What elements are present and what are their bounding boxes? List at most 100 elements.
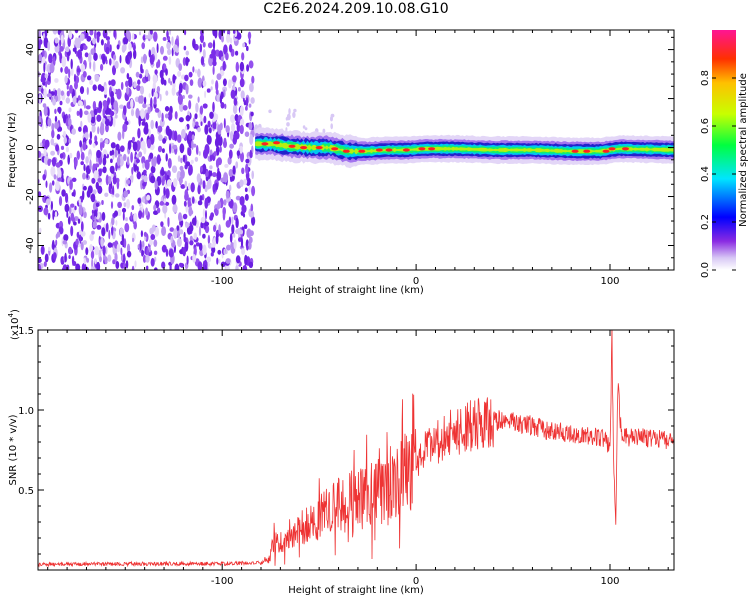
noise-speckle — [102, 140, 105, 148]
noise-speckle — [202, 244, 207, 256]
noise-speckle — [184, 30, 187, 36]
noise-speckle — [165, 90, 169, 96]
noise-speckle — [215, 80, 219, 92]
noise-speckle — [41, 56, 46, 64]
noise-speckle — [232, 202, 238, 213]
noise-speckle — [161, 226, 167, 237]
noise-speckle — [140, 230, 143, 238]
noise-speckle — [212, 65, 215, 76]
noise-speckle — [57, 88, 61, 97]
noise-speckle — [182, 154, 186, 163]
noise-speckle — [178, 117, 184, 123]
noise-speckle — [223, 118, 226, 129]
noise-speckle — [90, 266, 96, 270]
noise-speckle — [74, 157, 78, 168]
noise-speckle — [234, 114, 239, 122]
noise-speckle — [193, 246, 197, 256]
noise-speckle — [133, 49, 137, 60]
noise-speckle — [148, 238, 153, 246]
noise-speckle — [249, 134, 254, 146]
noise-speckle — [61, 56, 67, 68]
noise-speckle — [63, 114, 67, 124]
noise-speckle — [108, 80, 112, 86]
figure-title: C2E6.2024.209.10.08.G10 — [263, 1, 449, 17]
noise-speckle — [191, 196, 195, 204]
snr-x-ticks: -100 0 100 — [47, 330, 669, 587]
noise-speckle — [109, 44, 112, 53]
noise-speckle — [82, 71, 87, 78]
noise-speckle — [125, 80, 129, 88]
noise-speckle — [168, 248, 174, 258]
noise-speckle — [178, 89, 181, 96]
noise-speckle — [76, 68, 82, 73]
noise-speckle — [161, 112, 164, 123]
noise-speckle — [242, 42, 246, 48]
noise-speckle — [195, 242, 200, 247]
noise-speckle — [43, 207, 49, 216]
noise-speckle — [223, 172, 229, 183]
noise-speckle — [233, 239, 237, 250]
noise-speckle — [114, 114, 118, 119]
noise-speckle — [125, 86, 130, 95]
noise-speckle — [123, 238, 127, 249]
noise-speckle — [126, 72, 130, 80]
noise-speckle — [54, 89, 58, 97]
noise-speckle — [145, 112, 150, 121]
noise-speckle — [68, 118, 72, 127]
noise-speckle — [47, 41, 51, 51]
noise-speckle — [145, 35, 150, 40]
noise-speckle — [196, 173, 201, 183]
noise-speckle — [65, 46, 70, 53]
noise-speckle — [192, 38, 196, 49]
noise-speckle — [150, 257, 155, 267]
noise-speckle — [153, 210, 159, 215]
noise-speckle — [146, 247, 149, 258]
noise-speckle — [177, 155, 181, 163]
noise-speckle — [40, 88, 44, 94]
noise-speckle — [99, 124, 105, 136]
noise-speckle — [216, 170, 222, 181]
noise-speckle — [131, 136, 136, 142]
noise-speckle — [216, 257, 219, 265]
noise-speckle — [216, 203, 220, 210]
noise-speckle — [153, 156, 158, 165]
noise-speckle — [99, 256, 102, 263]
snr-x-tick-label: 100 — [600, 576, 619, 587]
noise-speckle — [91, 209, 94, 215]
noise-speckle — [94, 74, 100, 82]
noise-speckle — [105, 174, 110, 186]
noise-speckle — [239, 229, 244, 235]
noise-speckle — [251, 216, 256, 226]
colorbar-tick-label: 0.4 — [700, 166, 711, 182]
noise-speckle — [90, 48, 95, 55]
noise-speckle — [161, 148, 165, 154]
noise-speckle — [223, 44, 228, 55]
noise-speckle — [145, 255, 150, 263]
noise-speckle — [286, 122, 290, 127]
noise-speckle — [230, 114, 236, 123]
noise-speckle — [77, 49, 82, 59]
noise-speckle — [52, 98, 56, 106]
noise-speckle — [117, 131, 122, 141]
noise-speckle — [94, 215, 97, 224]
noise-speckle — [245, 158, 250, 164]
noise-speckle — [126, 30, 130, 39]
noise-speckle — [150, 234, 156, 240]
noise-speckle — [54, 211, 58, 218]
noise-speckle — [43, 105, 48, 117]
noise-speckle — [48, 53, 53, 64]
noise-speckle — [186, 255, 189, 265]
noise-speckle — [83, 99, 87, 109]
noise-speckle — [79, 108, 83, 118]
noise-speckle — [244, 187, 248, 193]
noise-speckle — [141, 156, 146, 165]
noise-speckle — [45, 81, 48, 88]
noise-speckle — [249, 82, 254, 93]
snr-multiplier-exponent: 4 — [7, 312, 15, 317]
noise-speckle — [203, 115, 207, 124]
noise-speckle — [185, 50, 190, 56]
noise-speckle — [88, 153, 92, 161]
snr-panel: -100 0 100 0.5 1.0 1.5 Height of straight li… — [7, 309, 675, 596]
noise-speckle — [130, 211, 133, 221]
noise-speckle — [91, 230, 95, 235]
